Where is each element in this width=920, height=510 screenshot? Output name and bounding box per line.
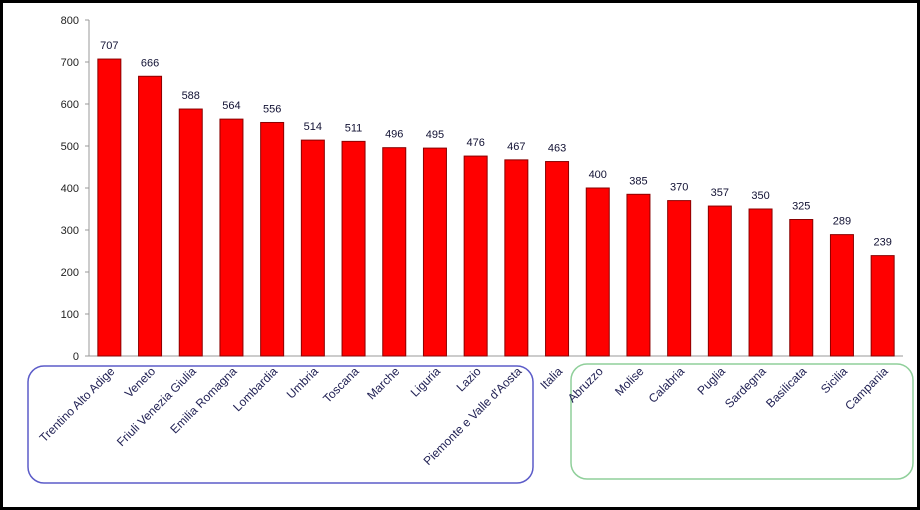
bar — [626, 193, 651, 357]
x-category-label: Puglia — [694, 364, 728, 398]
bar-value-label: 325 — [792, 201, 810, 213]
bar-value-label: 385 — [629, 175, 647, 187]
bar — [707, 205, 732, 357]
bar-series — [97, 58, 895, 357]
bar-value-label: 476 — [466, 137, 484, 149]
bar — [585, 187, 610, 357]
y-tick-label: 500 — [61, 141, 79, 153]
data-labels: 707 666 588 564 556 514 511 496 495 476 467 463 400 3… — [100, 40, 892, 249]
bar-value-label: 239 — [873, 237, 891, 249]
bar-value-label: 463 — [548, 143, 566, 155]
bar-value-label: 666 — [141, 57, 159, 69]
bar — [422, 147, 447, 357]
bar — [219, 118, 244, 357]
bar-value-label: 370 — [670, 182, 688, 194]
x-category-label: Calabria — [646, 364, 688, 406]
bar-value-label: 467 — [507, 141, 525, 153]
bar — [97, 58, 122, 357]
x-category-label: Campania — [842, 364, 891, 413]
x-category-label: Toscana — [320, 364, 362, 406]
bar — [463, 155, 488, 357]
x-category-label: Italia — [537, 364, 565, 392]
bar-chart: 0 100 200 300 400 500 600 700 800 707 666 588 564 55… — [27, 15, 914, 484]
group-boxes — [27, 363, 914, 484]
bar-value-label: 707 — [100, 40, 118, 52]
bar-value-label: 564 — [222, 100, 240, 112]
y-tick-label: 100 — [61, 309, 79, 321]
bar — [504, 159, 529, 357]
bar-value-label: 511 — [345, 122, 363, 134]
bar-value-label: 496 — [385, 129, 403, 141]
x-category-label: Basilicata — [763, 364, 809, 410]
x-category-label: Lazio — [454, 364, 484, 394]
group-box-north-center — [27, 365, 534, 484]
bar-value-label: 588 — [182, 90, 200, 102]
y-tick-label: 200 — [61, 267, 79, 279]
bar — [667, 200, 692, 357]
group-box-south — [570, 363, 914, 480]
x-category-label: Marche — [364, 364, 402, 402]
bar — [300, 139, 325, 357]
x-category-label: Umbria — [284, 364, 321, 401]
x-category-label: Veneto — [122, 364, 159, 401]
x-category-label: Lombardia — [230, 364, 280, 414]
bar — [178, 108, 203, 357]
bar-value-label: 357 — [711, 187, 729, 199]
bar — [260, 121, 285, 357]
bar — [341, 140, 366, 357]
x-category-label: Liguria — [408, 364, 444, 400]
bar-value-label: 350 — [751, 190, 769, 202]
y-tick-label: 0 — [73, 351, 79, 363]
bar-value-label: 495 — [426, 129, 444, 141]
x-category-label: Molise — [612, 364, 647, 399]
y-tick-label: 600 — [61, 99, 79, 111]
bar — [748, 208, 773, 357]
bar-value-label: 289 — [833, 216, 851, 228]
bar — [545, 161, 570, 357]
y-tick-label: 700 — [61, 57, 79, 69]
bar — [870, 255, 895, 357]
bar — [789, 219, 814, 357]
x-category-label: Sicilia — [818, 364, 850, 396]
x-category-label: Trentino Alto Adige — [37, 364, 118, 445]
x-category-label: Sardegna — [722, 364, 769, 411]
y-tick-label: 800 — [61, 15, 79, 27]
y-tick-label: 400 — [61, 183, 79, 195]
bar-value-label: 400 — [589, 169, 607, 181]
bar-value-label: 556 — [263, 103, 281, 115]
bar-value-label: 514 — [304, 121, 322, 133]
bar — [138, 75, 163, 357]
bar — [829, 234, 854, 357]
bar — [382, 147, 407, 357]
y-tick-label: 300 — [61, 225, 79, 237]
